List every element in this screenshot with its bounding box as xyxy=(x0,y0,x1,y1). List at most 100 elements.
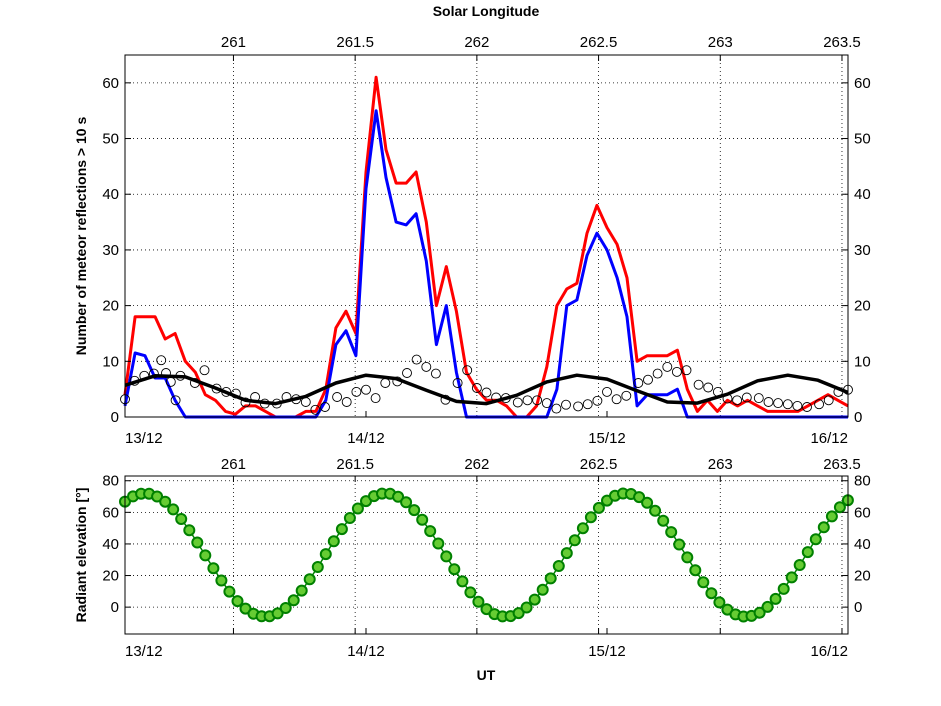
elevation-marker xyxy=(464,586,477,599)
elevation-marker xyxy=(335,523,348,536)
scatter-point xyxy=(732,395,743,406)
x-tick-label: 14/12 xyxy=(347,643,385,660)
scatter-point xyxy=(741,392,752,403)
scatter-point xyxy=(802,402,812,412)
grid xyxy=(125,55,848,417)
elevation-marker xyxy=(649,504,662,517)
scatter-point xyxy=(411,354,422,365)
elevation-marker xyxy=(456,575,469,588)
elevation-marker xyxy=(175,513,188,525)
scatter-point xyxy=(332,392,343,402)
y-tick-label-right: 40 xyxy=(854,536,871,553)
y-tick-label: 20 xyxy=(102,568,119,585)
scatter-point xyxy=(823,395,834,406)
scatter-point xyxy=(814,399,825,410)
elevation-marker xyxy=(327,535,340,548)
elevation-marker xyxy=(408,504,421,517)
elevation-marker xyxy=(311,561,324,573)
elevation-marker xyxy=(432,537,445,550)
elevation-marker xyxy=(215,574,228,587)
elevation-marker xyxy=(769,592,782,605)
top-tick-label: 263.5 xyxy=(823,34,861,51)
elevation-marker xyxy=(279,602,292,614)
y-tick-label: 40 xyxy=(102,186,119,203)
elevation-marker xyxy=(681,551,694,564)
x-tick-label: 14/12 xyxy=(347,430,385,447)
elevation-marker xyxy=(392,490,405,503)
elevation-marker xyxy=(809,533,822,546)
scatter-point xyxy=(259,398,270,409)
elevation-marker xyxy=(191,536,204,549)
scatter-point xyxy=(763,397,774,407)
scatter-point xyxy=(753,393,764,404)
scatter-point xyxy=(250,392,261,402)
elevation-marker xyxy=(761,600,774,613)
y-axis-label: Number of meteor reflections > 10 s xyxy=(73,117,89,356)
elevation-markers xyxy=(119,487,854,623)
scatter-point xyxy=(652,368,663,379)
scatter-point xyxy=(161,368,171,378)
y-tick-label-right: 40 xyxy=(854,186,871,203)
elevation-marker xyxy=(199,549,212,562)
plot-frame xyxy=(124,54,849,418)
elevation-marker xyxy=(512,607,525,620)
radiant-elevation-chart: 261 261.5 262 262.5 263 263.5 0 0 20 20 40 40 60 60 80… xyxy=(73,456,871,683)
top-tick-label: 261 xyxy=(221,34,246,51)
elevation-marker xyxy=(833,501,846,514)
scatter-point xyxy=(175,370,186,381)
y-tick-label: 50 xyxy=(102,131,119,148)
top-tick-label: 263 xyxy=(708,456,733,473)
x-tick-label: 15/12 xyxy=(588,643,626,660)
top-tick-label: 263.5 xyxy=(823,456,861,473)
top-tick-label: 262 xyxy=(464,34,489,51)
elevation-marker xyxy=(239,602,252,615)
y-tick-label-right: 50 xyxy=(854,131,871,148)
scatter-point xyxy=(440,394,451,405)
elevation-marker xyxy=(777,582,790,595)
y-tick-label-right: 60 xyxy=(854,75,871,92)
scatter-point xyxy=(300,397,311,407)
scatter-point xyxy=(491,392,502,403)
elevation-marker xyxy=(528,593,541,606)
elevation-marker xyxy=(568,534,581,547)
scatter-points xyxy=(120,354,853,415)
y-tick-label-right: 20 xyxy=(854,298,871,315)
scatter-point xyxy=(291,394,302,405)
elevation-marker xyxy=(520,601,533,614)
top-tick-label: 261.5 xyxy=(336,456,374,473)
scatter-point xyxy=(240,397,251,408)
scatter-point xyxy=(592,395,603,406)
y-tick-label: 20 xyxy=(102,298,119,315)
x-tick-label: 15/12 xyxy=(588,430,626,447)
y-tick-label-right: 80 xyxy=(854,473,871,490)
ticks: 261 261.5 262 262.5 263 263.5 0 0 20 20 40 40 60 60 80… xyxy=(102,456,870,660)
scatter-point xyxy=(703,382,714,393)
scatter-point xyxy=(370,393,381,404)
scatter-point xyxy=(602,386,612,397)
scatter-point xyxy=(712,386,723,397)
scatter-point xyxy=(471,383,482,393)
scatter-point xyxy=(361,384,371,395)
scatter-point xyxy=(462,365,473,376)
x-tick-label: 13/12 xyxy=(125,643,163,660)
scatter-point xyxy=(500,393,511,404)
scatter-point xyxy=(170,395,181,406)
elevation-marker xyxy=(592,501,605,514)
elevation-marker xyxy=(183,524,196,537)
scatter-point xyxy=(522,395,533,406)
top-tick-label: 262 xyxy=(464,456,489,473)
elevation-marker xyxy=(665,526,678,539)
scatter-point xyxy=(782,399,793,410)
elevation-marker xyxy=(271,607,284,620)
elevation-marker xyxy=(343,512,356,524)
y-tick-label: 30 xyxy=(102,242,119,259)
elevation-marker xyxy=(633,491,646,504)
scatter-point xyxy=(662,361,673,372)
ticks: 261 261.5 262 262.5 263 263.5 0 0 10 10 20 20 30 30 40… xyxy=(102,34,870,447)
scatter-point xyxy=(392,376,403,387)
scatter-point xyxy=(582,399,593,410)
x-tick-label: 16/12 xyxy=(810,430,848,447)
scatter-point xyxy=(211,383,222,394)
scatter-point xyxy=(773,398,784,409)
